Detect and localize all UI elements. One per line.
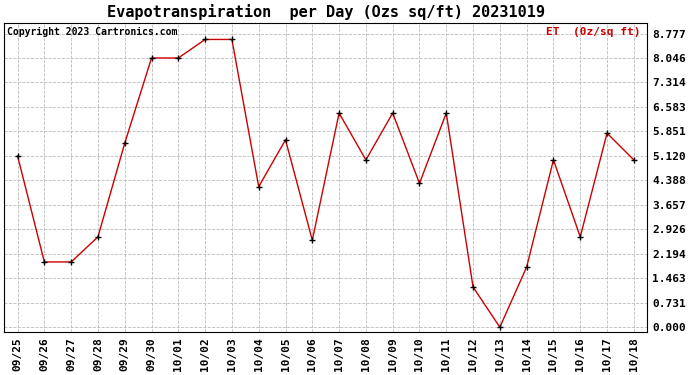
Text: ET  (0z/sq ft): ET (0z/sq ft) — [546, 27, 641, 38]
Title: Evapotranspiration  per Day (Ozs sq/ft) 20231019: Evapotranspiration per Day (Ozs sq/ft) 2… — [107, 4, 544, 20]
Text: Copyright 2023 Cartronics.com: Copyright 2023 Cartronics.com — [8, 27, 178, 38]
